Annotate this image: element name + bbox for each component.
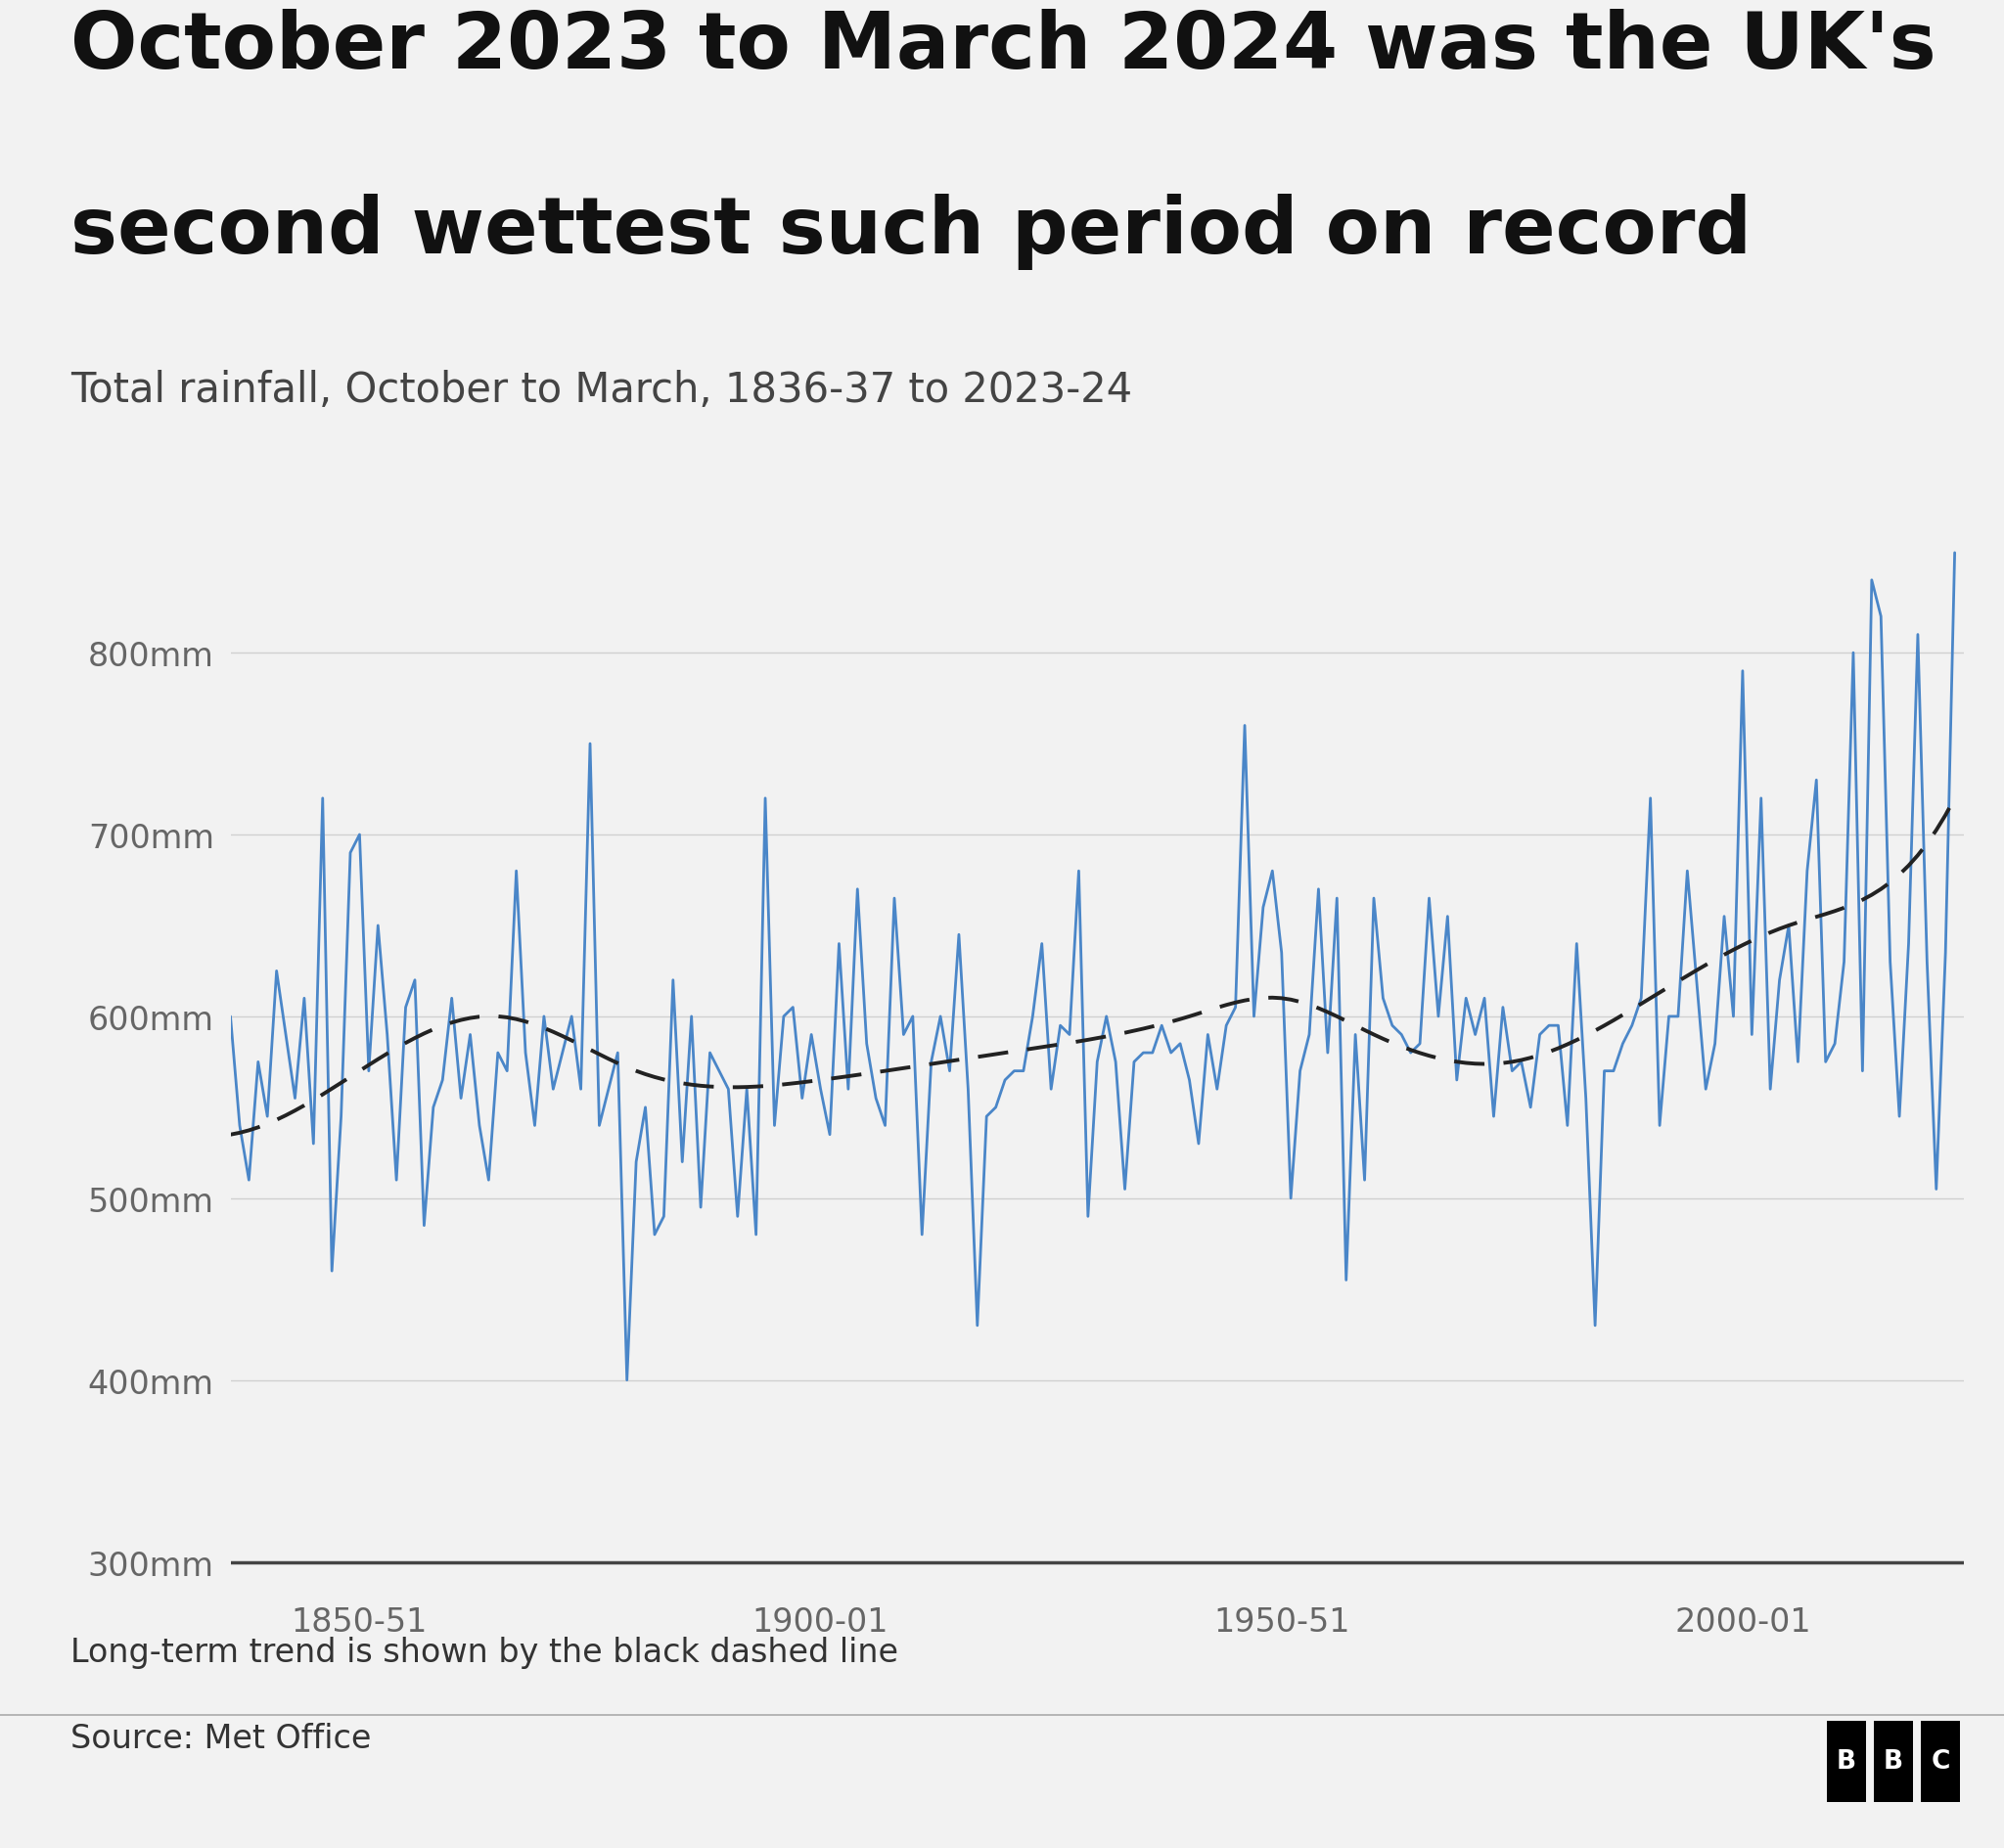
Text: Long-term trend is shown by the black dashed line: Long-term trend is shown by the black da… [70, 1635, 898, 1667]
Text: C: C [1932, 1748, 1950, 1774]
Text: October 2023 to March 2024 was the UK's: October 2023 to March 2024 was the UK's [70, 9, 1936, 85]
Text: B: B [1836, 1748, 1856, 1774]
Text: B: B [1884, 1748, 1904, 1774]
Text: Source: Met Office: Source: Met Office [70, 1722, 371, 1754]
Text: Total rainfall, October to March, 1836-37 to 2023-24: Total rainfall, October to March, 1836-3… [70, 370, 1132, 410]
Text: second wettest such period on record: second wettest such period on record [70, 194, 1751, 270]
